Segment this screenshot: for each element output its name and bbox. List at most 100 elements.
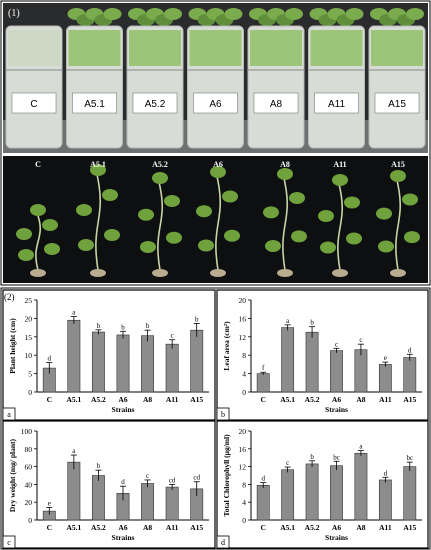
plant-stem	[157, 177, 164, 271]
y-tick-label: 16	[239, 445, 247, 454]
plant-stem	[35, 209, 42, 271]
panel-letter: d	[221, 538, 225, 547]
container-label: A6	[209, 99, 222, 110]
plant-root	[277, 269, 293, 277]
y-tick-label: 12	[239, 333, 247, 342]
bar	[165, 343, 179, 393]
x-tick-label: C	[261, 523, 266, 532]
y-tick-label: 16	[239, 314, 247, 323]
x-tick-label: A5.2	[91, 395, 106, 404]
x-tick-label: C	[47, 523, 52, 532]
x-tick-label: A5.1	[66, 395, 81, 404]
container-label: A15	[388, 99, 406, 110]
plant-label: A15	[391, 160, 405, 169]
plant-leaf	[90, 164, 106, 176]
significance-letter: bc	[333, 453, 340, 461]
significance-letter: d	[48, 355, 52, 363]
y-tick-label: 40	[25, 480, 33, 489]
x-tick-label: A5.2	[91, 523, 106, 532]
plant-leaf	[164, 195, 180, 207]
bar	[330, 465, 343, 521]
chart-b: 0 4 8 12 16 20 Leaf area (cm²) f Ca A5.1 b A5.2 c A6 c…	[216, 289, 429, 421]
x-axis-label: Strains	[325, 405, 348, 414]
x-tick-label: A6	[332, 395, 341, 404]
x-tick-label: A11	[166, 395, 179, 404]
plant-leaf	[210, 166, 226, 178]
x-tick-label: A5.1	[280, 395, 295, 404]
significance-letter: b	[310, 453, 314, 461]
y-tick-label: 12	[239, 463, 247, 472]
x-tick-label: A11	[166, 523, 179, 532]
plant-leaf	[16, 228, 32, 240]
plant-leaf	[44, 243, 60, 255]
plant-leaf	[320, 241, 336, 254]
y-tick-label: 100	[21, 427, 33, 436]
plant-leaf	[406, 8, 424, 20]
bar	[256, 373, 270, 393]
x-tick-label: A15	[403, 395, 416, 404]
bar	[190, 329, 204, 393]
plant-leaf	[78, 239, 94, 251]
plant-leaf	[222, 190, 238, 203]
chart-frame	[2, 289, 216, 421]
chart-frame	[216, 289, 429, 421]
plant-stem	[215, 171, 222, 271]
significance-letter: cd	[193, 474, 200, 482]
bar	[403, 357, 417, 393]
x-tick-label: A15	[403, 523, 416, 532]
chart-d: 0 4 8 12 16 20 Total Chlorophyll (µg/ml) d Cc A5.…	[216, 420, 429, 549]
plant-leaf	[104, 229, 120, 241]
significance-letter: a	[286, 317, 290, 325]
plant-leaf	[263, 206, 279, 219]
y-tick-label: 8	[242, 351, 246, 360]
significance-letter: a	[359, 443, 363, 451]
plant-root	[152, 269, 168, 277]
bar	[354, 349, 368, 393]
y-axis-label: Total Chlorophyll (µg/ml)	[222, 434, 231, 517]
significance-letter: c	[171, 332, 174, 340]
plant-label: C	[35, 160, 41, 169]
bar	[305, 463, 319, 521]
x-axis-label: Strains	[112, 405, 135, 414]
x-axis-label: Strains	[112, 533, 135, 542]
significance-letter: b	[195, 316, 199, 324]
x-tick-label: A5.1	[280, 523, 295, 532]
x-tick-label: A11	[379, 523, 392, 532]
y-tick-label: 20	[25, 498, 33, 507]
container-label-box	[11, 92, 57, 114]
x-tick-label: A6	[118, 523, 127, 532]
significance-letter: d	[121, 478, 125, 486]
x-tick-label: A8	[356, 523, 365, 532]
plant-label: A6	[213, 160, 223, 169]
box-foliage	[371, 30, 423, 66]
box-foliage	[310, 30, 363, 66]
plant-leaf	[198, 239, 214, 252]
y-tick-label: 10	[25, 351, 33, 360]
significance-letter: bc	[406, 454, 413, 462]
chart-frame	[2, 420, 216, 549]
plant-leaf	[378, 240, 394, 253]
significance-letter: a	[72, 309, 76, 317]
significance-letter: cd	[169, 476, 176, 484]
box-foliage	[8, 30, 60, 66]
y-tick-label: 20	[25, 314, 33, 323]
container-label: A8	[270, 99, 283, 110]
container-label: A5.1	[84, 99, 105, 110]
bar	[116, 334, 130, 393]
chart-c: 0 20 40 60 80 100 Dry weight (mg/ plant) e Ca A5.…	[2, 420, 216, 549]
container-label: A5.2	[145, 99, 166, 110]
chart-frame	[216, 420, 429, 549]
bar	[91, 475, 105, 521]
plant-leaf	[332, 174, 348, 186]
x-tick-label: A6	[118, 395, 127, 404]
container-label-box	[132, 92, 178, 114]
significance-letter: d	[261, 475, 265, 483]
y-tick-label: 80	[25, 445, 33, 454]
plant-leaf	[138, 208, 154, 221]
plant-leaf	[224, 229, 240, 242]
plant-leaf	[265, 240, 281, 252]
container-label-box	[72, 92, 117, 114]
plant-leaf	[42, 219, 58, 231]
y-tick-label: 20	[239, 427, 247, 436]
bar	[378, 364, 392, 393]
